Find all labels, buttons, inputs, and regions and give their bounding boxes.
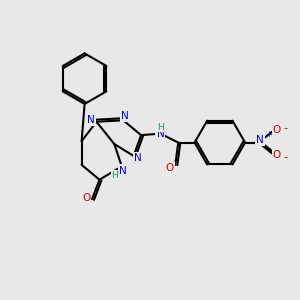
Text: O: O — [273, 150, 281, 160]
Text: N: N — [87, 115, 95, 125]
Text: N: N — [119, 166, 127, 176]
Text: N: N — [134, 153, 142, 163]
Text: N: N — [157, 129, 164, 139]
Text: -: - — [284, 123, 288, 133]
Text: O: O — [82, 193, 90, 202]
Text: O: O — [165, 164, 173, 173]
Text: N: N — [121, 111, 129, 121]
Text: N: N — [256, 135, 264, 145]
Text: O: O — [273, 125, 281, 135]
Text: H: H — [111, 171, 118, 180]
Text: +: + — [265, 130, 272, 139]
Text: -: - — [284, 152, 288, 162]
Text: H: H — [158, 123, 164, 132]
